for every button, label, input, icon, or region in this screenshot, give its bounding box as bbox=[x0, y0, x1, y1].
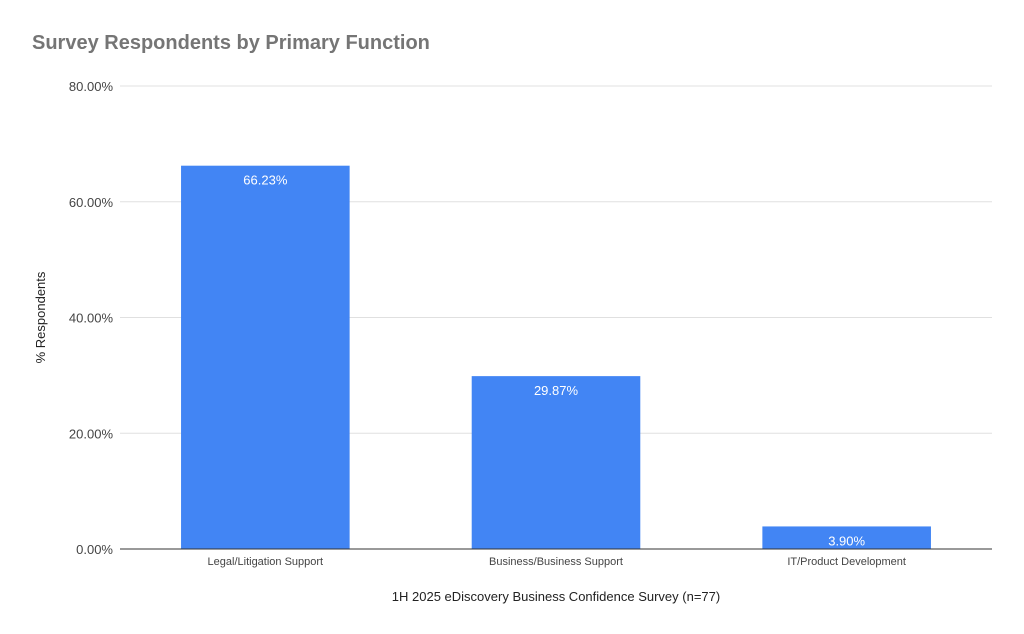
bars bbox=[181, 165, 931, 549]
y-axis-title: % Respondents bbox=[33, 271, 48, 363]
y-tick-label: 0.00% bbox=[76, 542, 113, 557]
y-axis-ticks: 0.00% 20.00% 40.00% 60.00% 80.00% bbox=[69, 79, 114, 557]
x-category-label: IT/Product Development bbox=[787, 556, 906, 568]
x-category-label: Legal/Litigation Support bbox=[208, 556, 324, 568]
y-tick-label: 80.00% bbox=[69, 79, 114, 94]
x-category-label: Business/Business Support bbox=[489, 556, 623, 568]
bar-data-label: 66.23% bbox=[243, 173, 288, 188]
bar bbox=[762, 526, 931, 549]
chart-title: Survey Respondents by Primary Function bbox=[32, 32, 430, 54]
bar bbox=[471, 376, 641, 549]
bar-data-label: 3.90% bbox=[828, 533, 865, 548]
bar bbox=[181, 165, 350, 549]
data-labels: 66.23% 29.87% 3.90% bbox=[243, 173, 865, 549]
bar-data-label: 29.87% bbox=[534, 383, 579, 398]
y-tick-label: 20.00% bbox=[69, 426, 114, 441]
y-tick-label: 40.00% bbox=[69, 311, 114, 326]
x-axis-title: 1H 2025 eDiscovery Business Confidence S… bbox=[392, 589, 720, 604]
y-tick-label: 60.00% bbox=[69, 195, 114, 210]
x-axis-categories: Legal/Litigation Support Business/Busines… bbox=[208, 556, 906, 568]
